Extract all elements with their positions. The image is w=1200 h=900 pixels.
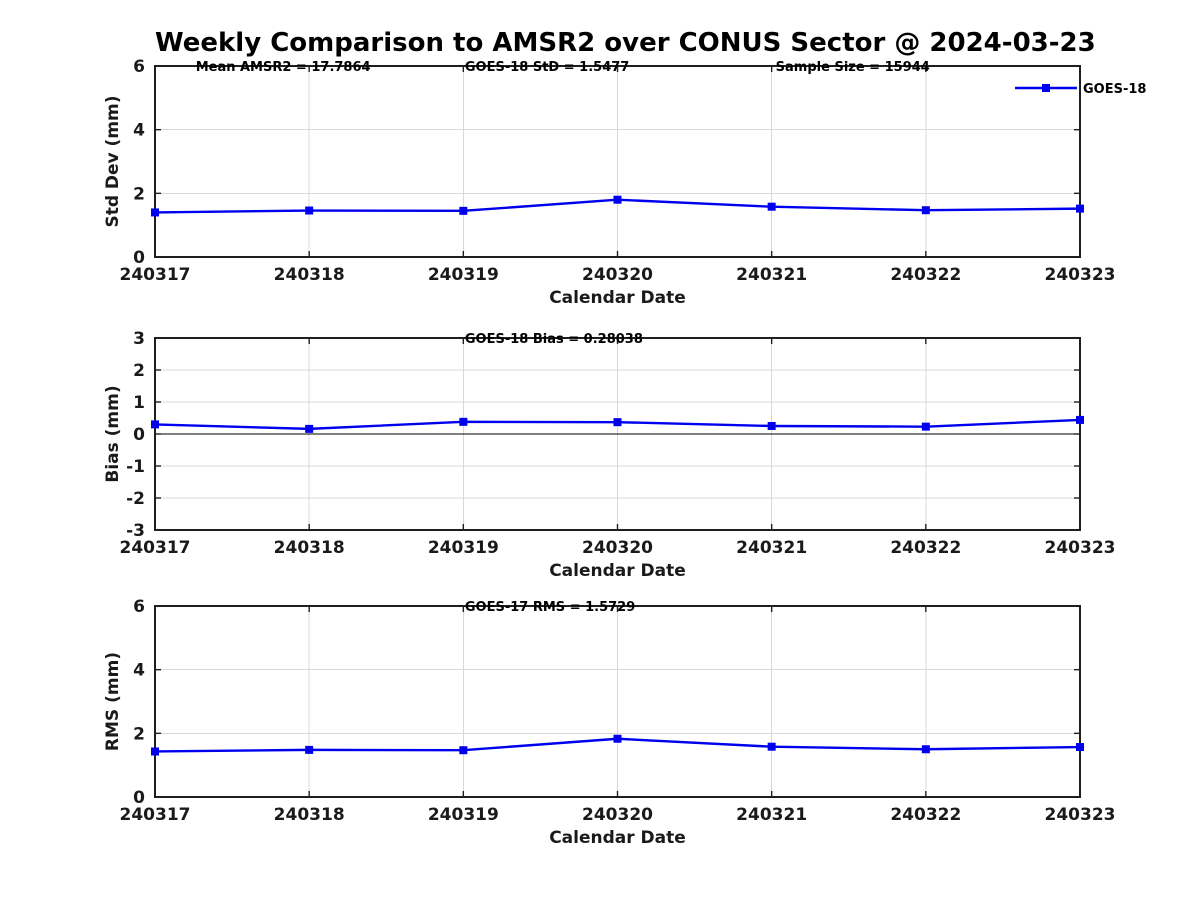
x-tick-label: 240320 <box>582 265 653 285</box>
rms-panel: 240317 240318 240319 240320 240321 240322 2403… <box>103 597 1115 848</box>
x-tick-label: 240322 <box>890 265 961 285</box>
data-point <box>1076 204 1084 213</box>
data-point <box>151 747 159 756</box>
data-point <box>767 422 776 430</box>
y-tick-label: 0 <box>133 425 145 445</box>
x-tick-label: 240321 <box>736 805 807 825</box>
y-tick-label: 0 <box>133 248 145 268</box>
y-tick-label: 2 <box>133 724 145 744</box>
data-point <box>921 422 930 431</box>
annotation: GOES-18 StD = 1.5477 <box>465 60 629 75</box>
x-tick-label: 240321 <box>736 538 807 558</box>
data-point <box>767 202 776 211</box>
annotation: GOES-17 RMS = 1.5729 <box>465 600 635 615</box>
x-tick-label: 240322 <box>890 538 961 558</box>
y-axis-label: Bias (mm) <box>103 385 123 482</box>
legend-label: GOES-18 <box>1083 82 1146 97</box>
figure-title: Weekly Comparison to AMSR2 over CONUS Se… <box>155 28 1096 58</box>
annotation: GOES-18 Bias = 0.28038 <box>465 332 643 347</box>
x-tick-label: 240318 <box>274 265 345 285</box>
x-tick-label: 240319 <box>428 538 499 558</box>
bias-panel: 240317 240318 240319 240320 240321 240322 2403… <box>103 329 1115 581</box>
y-tick-label: 3 <box>133 329 145 349</box>
y-tick-label: -2 <box>126 489 145 509</box>
x-tick-label: 240320 <box>582 805 653 825</box>
y-tick-label: 6 <box>133 57 145 77</box>
data-point <box>151 420 159 429</box>
annotation: Mean AMSR2 = 17.7864 <box>196 60 371 75</box>
x-tick-label: 240317 <box>120 805 191 825</box>
x-axis-label: Calendar Date <box>549 828 686 848</box>
x-tick-label: 240318 <box>274 538 345 558</box>
data-point <box>459 417 468 426</box>
x-axis-label: Calendar Date <box>549 561 686 581</box>
data-point <box>151 208 159 217</box>
x-tick-label: 240317 <box>120 538 191 558</box>
x-tick-label: 240318 <box>274 805 345 825</box>
data-point <box>305 745 314 754</box>
y-tick-label: 0 <box>133 788 145 808</box>
y-axis-label: RMS (mm) <box>103 652 123 751</box>
std-dev-panel: 240317 240318 240319 240320 240321 240322 2403… <box>103 57 1146 308</box>
data-point <box>305 206 314 215</box>
data-point <box>1076 415 1084 424</box>
data-point <box>459 746 468 755</box>
data-point <box>921 745 930 754</box>
x-tick-label: 240322 <box>890 805 961 825</box>
y-tick-label: 4 <box>133 121 145 141</box>
data-point <box>613 195 622 204</box>
data-point <box>767 742 776 751</box>
y-tick-label: 2 <box>133 361 145 381</box>
x-tick-label: 240319 <box>428 265 499 285</box>
x-tick-label: 240317 <box>120 265 191 285</box>
y-axis-label: Std Dev (mm) <box>103 95 123 227</box>
y-tick-label: 6 <box>133 597 145 617</box>
x-tick-label: 240323 <box>1045 538 1116 558</box>
data-point <box>459 206 468 215</box>
x-axis-label: Calendar Date <box>549 288 686 308</box>
y-tick-label: 2 <box>133 184 145 204</box>
annotation: Sample Size = 15944 <box>776 60 930 75</box>
y-tick-label: 4 <box>133 661 145 681</box>
x-tick-label: 240323 <box>1045 805 1116 825</box>
x-tick-label: 240323 <box>1045 265 1116 285</box>
y-tick-label: 1 <box>133 393 145 413</box>
x-tick-label: 240321 <box>736 265 807 285</box>
data-point <box>613 734 622 743</box>
data-point <box>305 424 314 433</box>
y-tick-label: -3 <box>126 521 145 541</box>
y-tick-label: -1 <box>126 457 145 477</box>
data-point <box>921 206 930 215</box>
x-tick-label: 240319 <box>428 805 499 825</box>
data-point <box>613 418 622 427</box>
legend-marker <box>1042 84 1050 92</box>
data-point <box>1076 743 1084 752</box>
x-tick-label: 240320 <box>582 538 653 558</box>
